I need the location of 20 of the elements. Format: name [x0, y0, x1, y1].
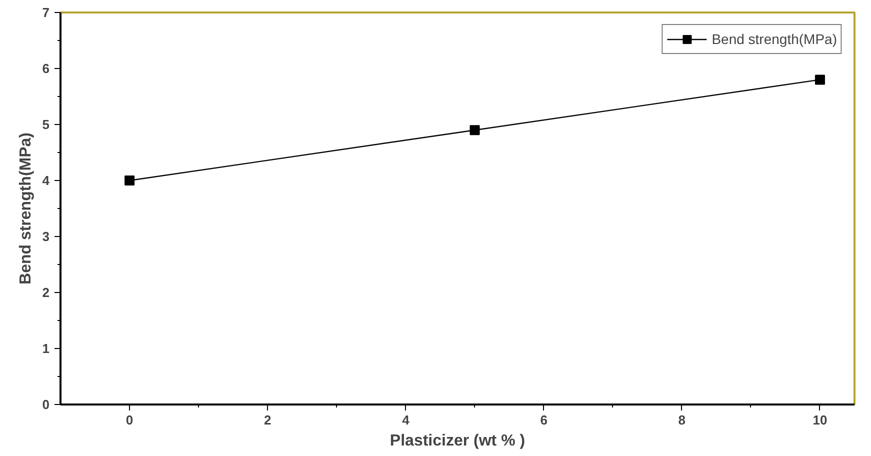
- x-axis-title: Plasticizer (wt % ): [390, 432, 526, 450]
- x-tick-label: 4: [402, 412, 410, 428]
- x-tick-label: 6: [540, 412, 548, 428]
- y-tick-label: 3: [42, 229, 50, 244]
- y-tick-label: 2: [42, 285, 50, 300]
- y-tick-label: 1: [42, 341, 50, 356]
- x-tick-label: 2: [264, 412, 272, 428]
- legend-label: Bend strength(MPa): [712, 31, 837, 47]
- point: [470, 125, 480, 136]
- x-tick-label: 0: [126, 412, 134, 428]
- point: [814, 74, 825, 85]
- y-axis-title: Bend strength(MPa): [17, 132, 34, 284]
- y-tick-label: 6: [42, 61, 50, 76]
- x-tick-label: 8: [678, 412, 686, 428]
- point: [124, 176, 135, 186]
- x-tick-label: 10: [812, 412, 828, 428]
- y-tick-label: 7: [42, 5, 50, 20]
- y-tick-label: 4: [42, 173, 50, 188]
- y-tick-label: 0: [42, 397, 50, 412]
- y-tick-label: 5: [42, 117, 50, 132]
